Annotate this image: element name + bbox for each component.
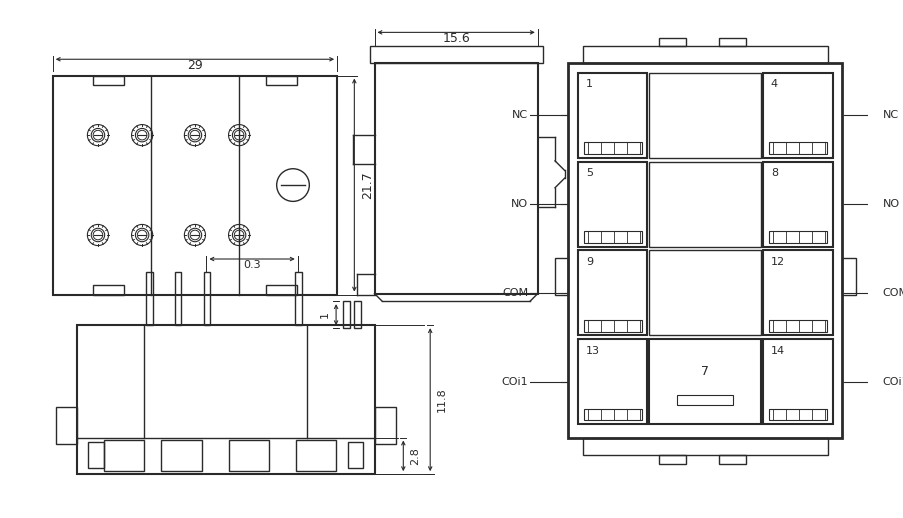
Text: 0.3: 0.3 — [243, 260, 261, 270]
Text: 2.8: 2.8 — [410, 447, 420, 465]
Text: NC: NC — [511, 110, 527, 120]
Bar — [768, 231, 826, 242]
Text: 15.6: 15.6 — [442, 32, 470, 45]
Text: COi1: COi1 — [881, 377, 903, 386]
Text: COM: COM — [501, 288, 527, 298]
Text: 14: 14 — [770, 346, 784, 356]
Bar — [104, 440, 144, 471]
Bar — [145, 272, 153, 325]
Text: 21.7: 21.7 — [360, 171, 374, 199]
Bar — [228, 440, 268, 471]
Text: 11.8: 11.8 — [436, 387, 446, 412]
Bar — [577, 162, 647, 247]
Bar — [348, 442, 363, 468]
Bar — [648, 250, 760, 335]
Text: 4: 4 — [770, 79, 777, 89]
Bar — [648, 339, 760, 424]
Bar — [77, 325, 374, 474]
Bar — [265, 285, 296, 295]
Bar — [374, 407, 396, 444]
Bar — [582, 438, 827, 455]
Text: NO: NO — [510, 199, 527, 209]
Text: 1: 1 — [319, 311, 329, 318]
Text: NO: NO — [881, 199, 898, 209]
Bar — [294, 272, 302, 325]
Bar — [93, 285, 124, 295]
Bar — [265, 76, 296, 85]
Bar — [658, 455, 685, 465]
Bar — [768, 320, 826, 332]
Bar — [374, 63, 537, 294]
Text: 8: 8 — [770, 168, 777, 178]
Bar — [174, 272, 182, 325]
Bar — [369, 46, 542, 63]
Bar — [768, 142, 826, 154]
Bar — [768, 409, 826, 420]
Bar — [577, 339, 647, 424]
Bar — [568, 63, 842, 438]
Bar — [648, 73, 760, 157]
Bar — [583, 231, 641, 242]
Text: 5: 5 — [585, 168, 592, 178]
Bar — [554, 258, 568, 295]
Bar — [354, 301, 360, 328]
Bar — [88, 442, 104, 468]
Bar — [295, 440, 336, 471]
Bar — [577, 73, 647, 157]
Bar — [583, 409, 641, 420]
Text: 12: 12 — [770, 257, 784, 267]
Bar — [718, 455, 746, 465]
Bar — [718, 38, 746, 46]
Bar — [203, 272, 210, 325]
Bar — [762, 339, 832, 424]
Bar — [161, 440, 201, 471]
Text: COi1: COi1 — [501, 377, 527, 386]
Bar — [583, 142, 641, 154]
Bar — [577, 250, 647, 335]
Bar — [762, 162, 832, 247]
Bar — [52, 76, 337, 295]
Text: COM: COM — [881, 288, 903, 298]
Text: 9: 9 — [585, 257, 592, 267]
Bar — [583, 320, 641, 332]
Bar — [342, 301, 349, 328]
Bar — [582, 46, 827, 63]
Bar — [93, 76, 124, 85]
Bar — [648, 162, 760, 247]
Text: 1: 1 — [585, 79, 592, 89]
Bar — [658, 38, 685, 46]
Text: NC: NC — [881, 110, 898, 120]
Bar — [676, 395, 732, 405]
Text: 29: 29 — [187, 59, 202, 71]
Bar — [762, 250, 832, 335]
Text: 13: 13 — [585, 346, 599, 356]
Bar — [56, 407, 77, 444]
Text: 7: 7 — [701, 365, 709, 378]
Bar — [762, 73, 832, 157]
Bar — [842, 258, 854, 295]
